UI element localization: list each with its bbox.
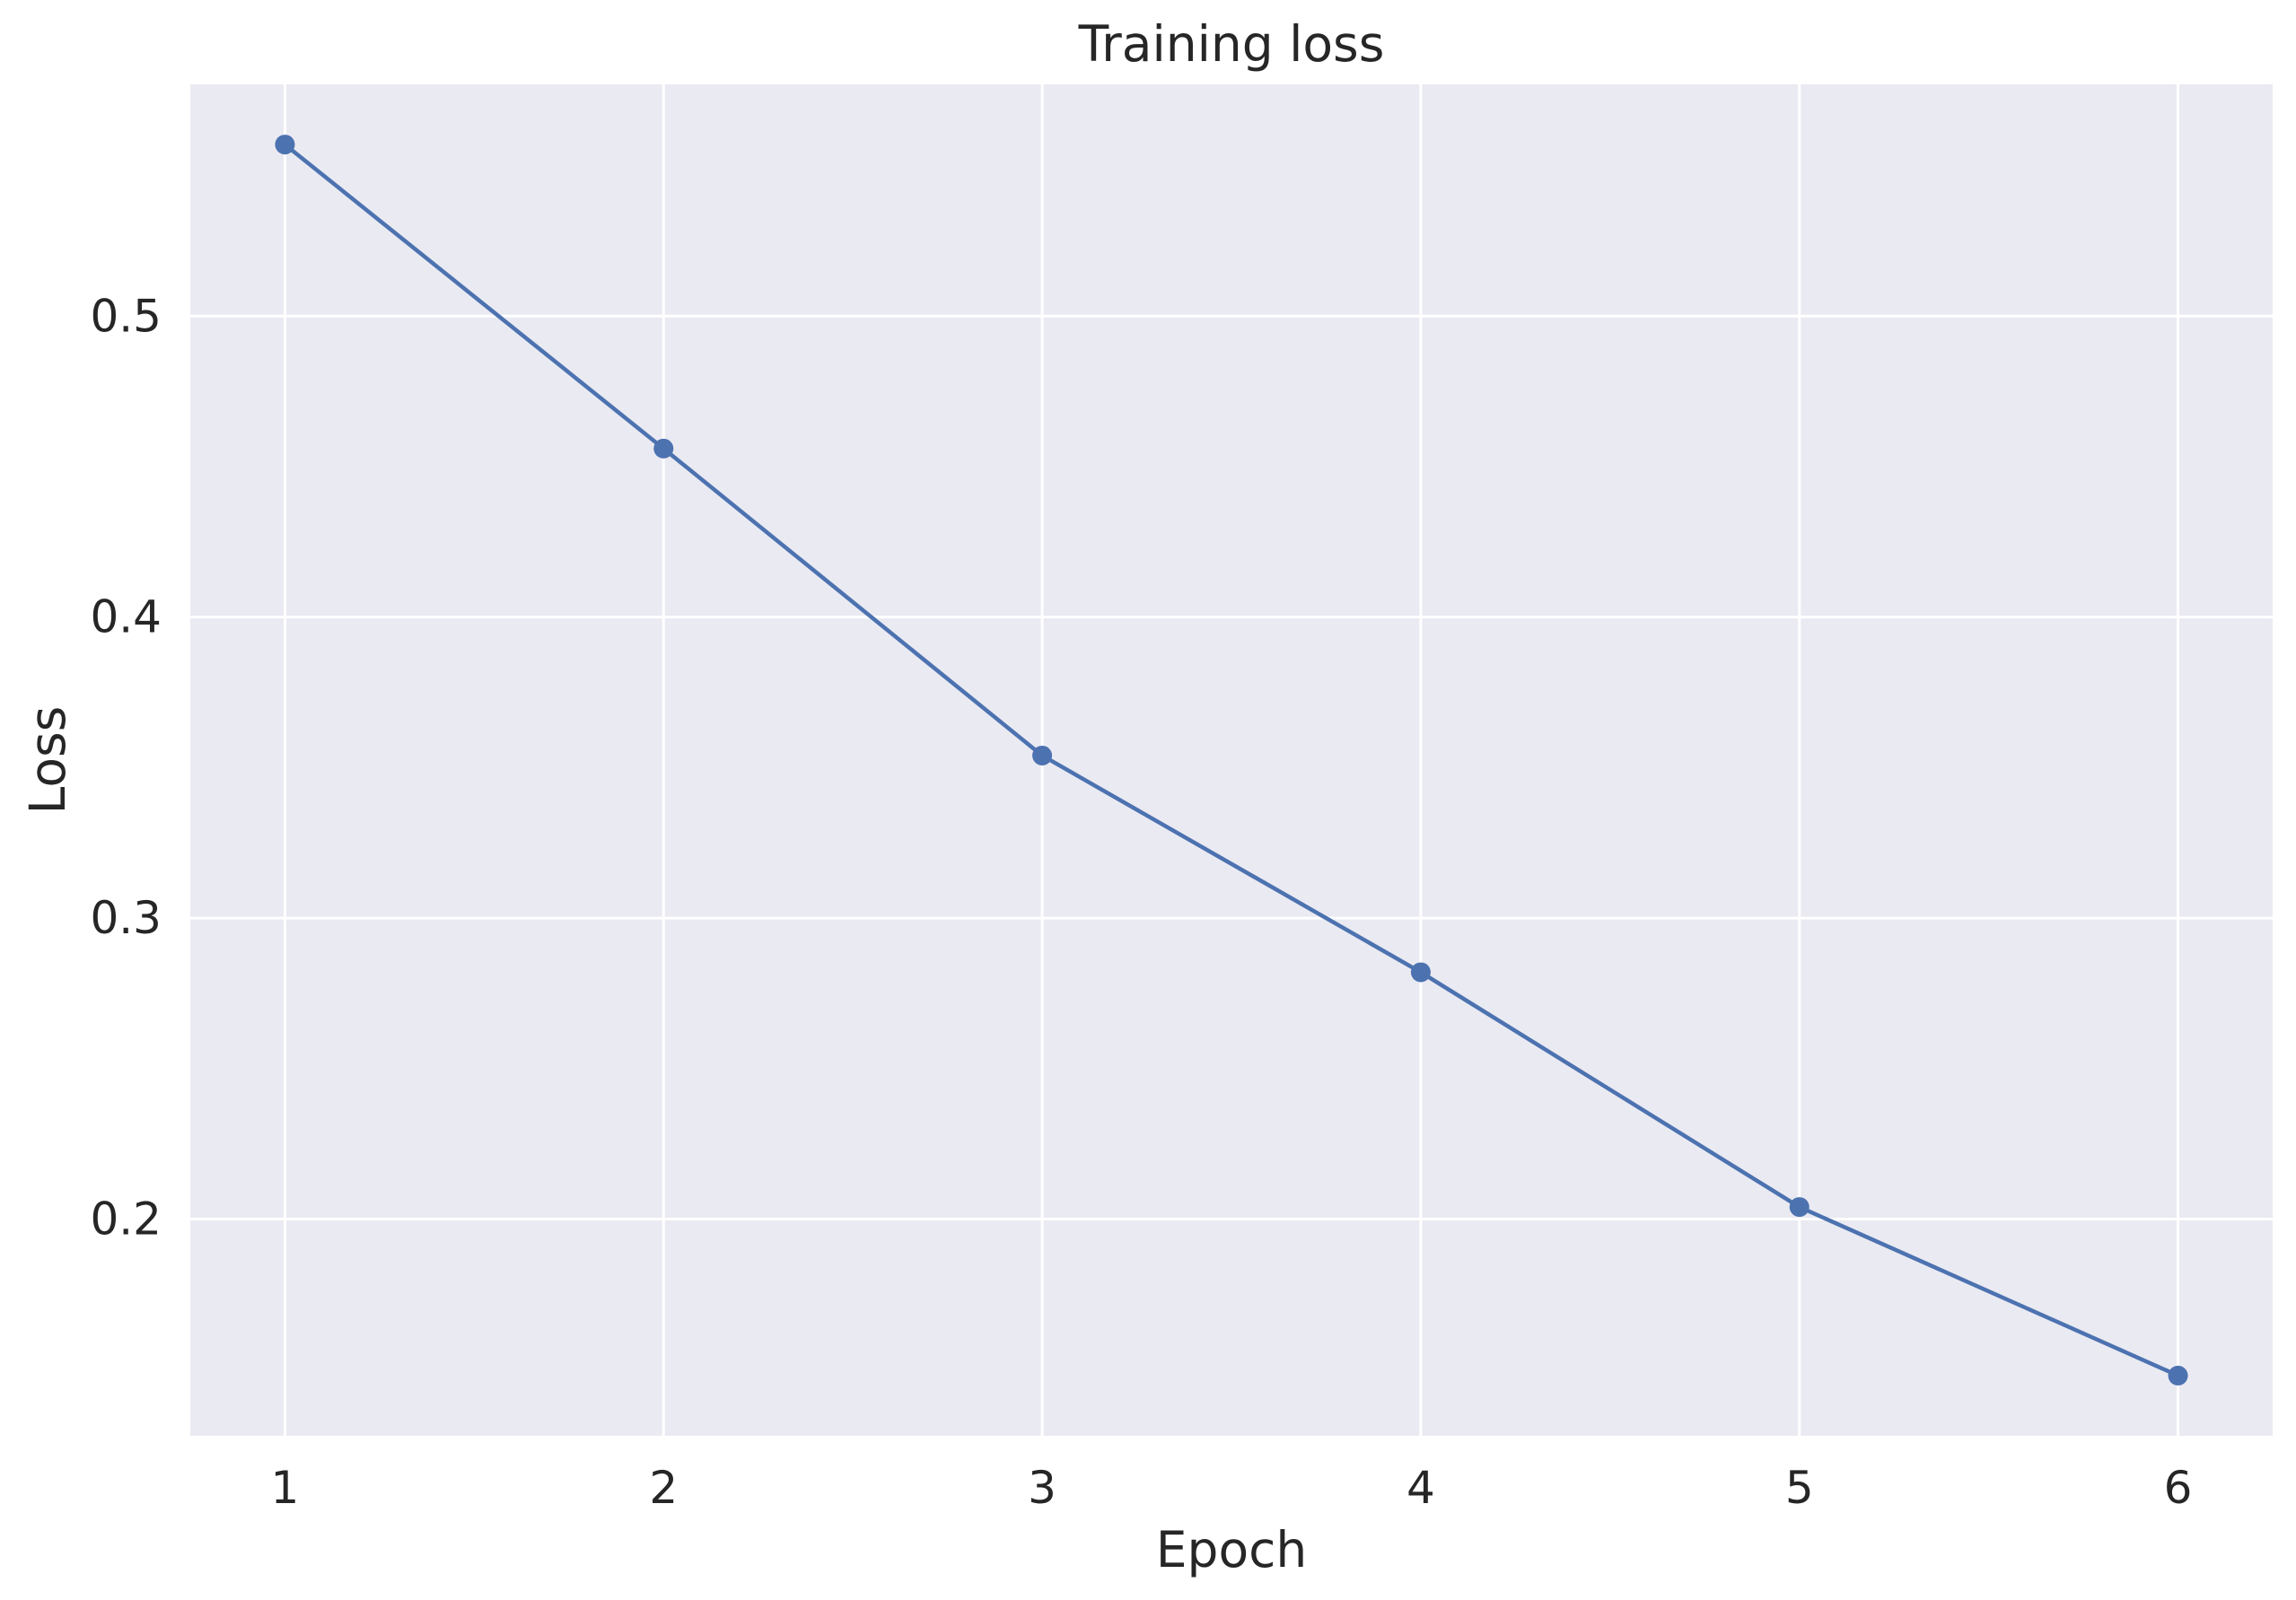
data-point [275,135,295,155]
x-axis-label: Epoch [1156,1521,1307,1578]
x-tick-label: 6 [2164,1462,2193,1514]
y-tick-label: 0.2 [90,1193,162,1246]
x-tick-label: 1 [271,1462,300,1514]
grid-lines [190,84,2273,1436]
data-point [2168,1365,2188,1386]
chart-title: Training loss [1078,15,1385,73]
x-tick-label: 4 [1407,1462,1435,1514]
data-point [1032,745,1053,765]
series-layer [275,135,2188,1386]
y-axis-label: Loss [19,706,76,815]
x-tick-label: 5 [1785,1462,1814,1514]
y-tick-label: 0.5 [90,290,162,342]
series-line [284,143,2179,1377]
x-tick-label: 3 [1028,1462,1056,1514]
data-point [1789,1197,1810,1218]
tick-labels: 1 2 3 4 5 6 0.2 0.3 0.4 0.5 [90,290,2192,1514]
data-point [1410,962,1431,983]
y-tick-label: 0.3 [90,892,162,944]
plot-area [190,84,2273,1436]
x-tick-label: 2 [649,1462,678,1514]
data-point [653,438,674,459]
y-tick-label: 0.4 [90,591,162,643]
